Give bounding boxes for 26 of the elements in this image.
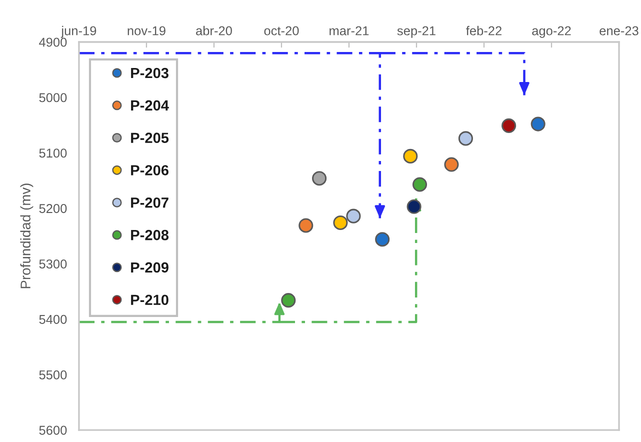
legend-label: P-206 bbox=[131, 165, 168, 176]
x-tick-label: nov-19 bbox=[128, 26, 166, 36]
legend-label: P-210 bbox=[131, 294, 168, 306]
y-tick-label: 5500 bbox=[39, 370, 67, 380]
y-tick-label: 5000 bbox=[39, 93, 67, 102]
x-tick-label: mar-21 bbox=[330, 26, 369, 36]
x-tick-label: ago-22 bbox=[532, 26, 571, 38]
y-tick-label: 4900 bbox=[39, 38, 67, 47]
x-tick-label: jun-19 bbox=[60, 26, 96, 38]
x-tick-label: sep-21 bbox=[397, 26, 436, 38]
y-tick-label: 5100 bbox=[39, 148, 67, 158]
legend-label: P-205 bbox=[131, 132, 169, 143]
legend-label: P-207 bbox=[131, 197, 168, 208]
legend-label: P-208 bbox=[131, 230, 169, 240]
x-tick-label: ene-23 bbox=[600, 26, 638, 36]
x-tick-label: feb-22 bbox=[466, 26, 502, 36]
y-tick-label: 5200 bbox=[39, 204, 67, 214]
y-tick-label: 5300 bbox=[39, 259, 67, 269]
legend-label: P-204 bbox=[131, 100, 169, 111]
y-axis-title: Profundidad (mv) bbox=[20, 184, 34, 288]
x-tick-label: oct-20 bbox=[264, 26, 299, 36]
x-tick-label: abr-20 bbox=[196, 26, 232, 36]
y-tick-label: 5400 bbox=[39, 314, 67, 324]
legend-label: P-203 bbox=[131, 68, 168, 78]
legend-label: P-209 bbox=[131, 262, 168, 273]
y-tick-label: 5600 bbox=[39, 426, 67, 435]
